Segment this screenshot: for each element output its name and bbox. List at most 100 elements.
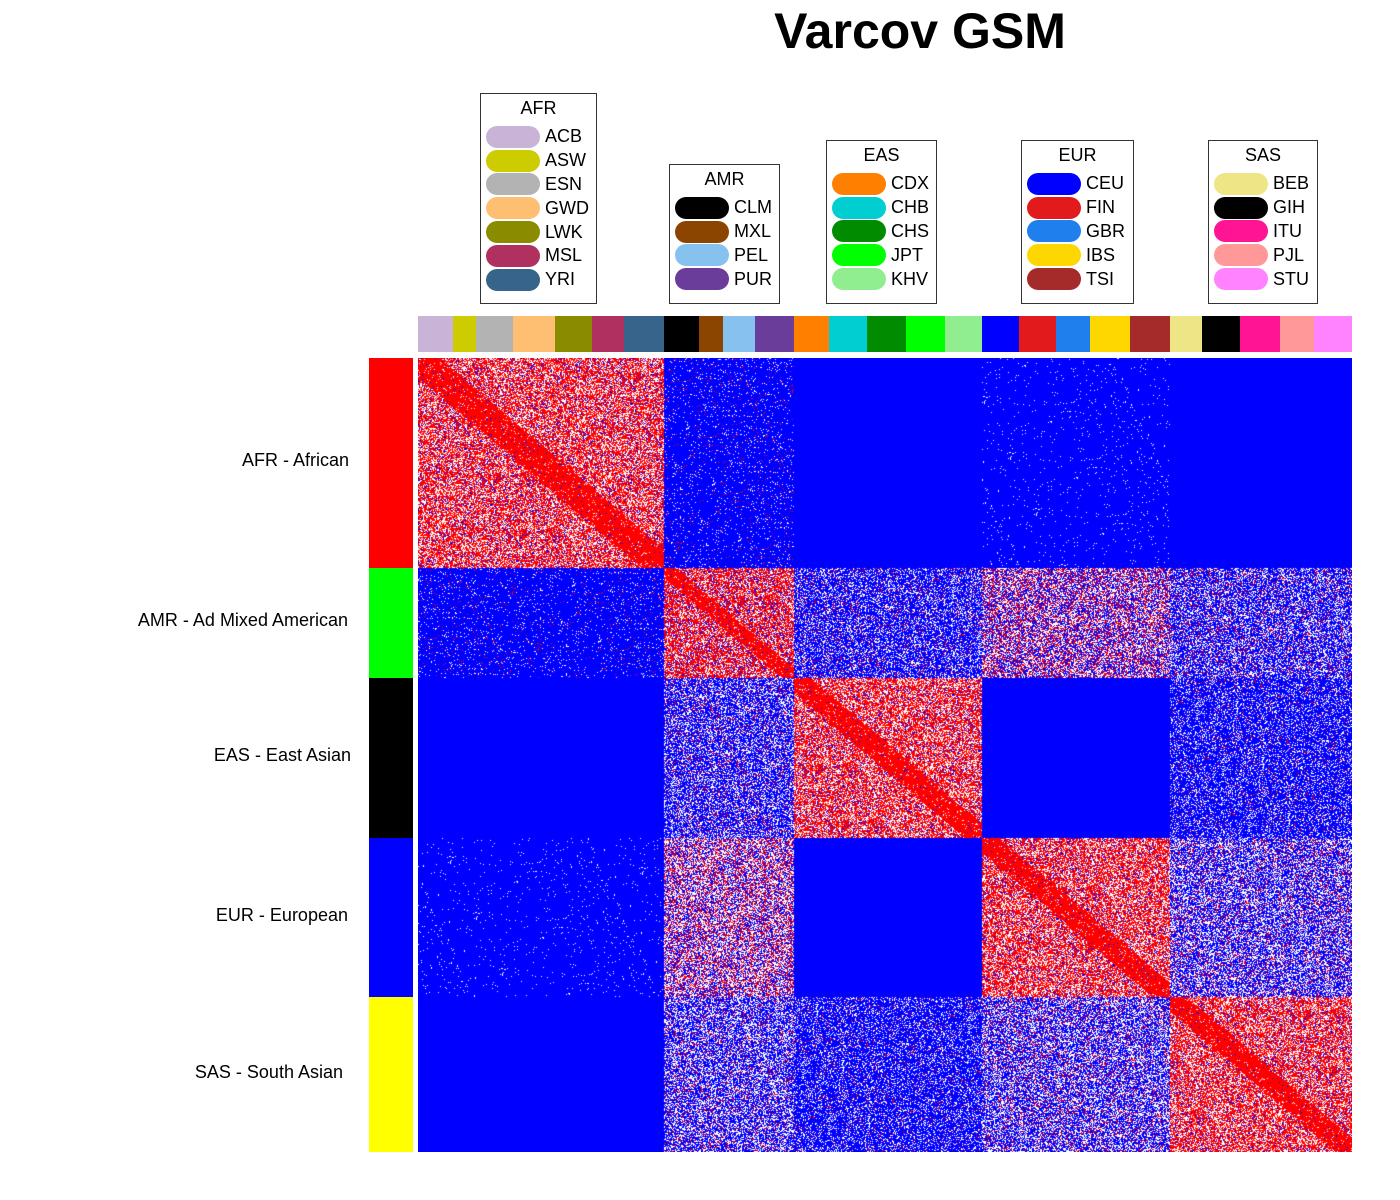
legend-label: CLM: [734, 197, 773, 218]
legend-label: PUR: [734, 268, 773, 289]
column-annotation-acb: [418, 316, 453, 352]
legend-title: SAS: [1244, 145, 1282, 165]
legend-swatch: [832, 244, 886, 267]
column-annotation-chb: [829, 316, 867, 352]
legend-label: MXL: [734, 221, 772, 242]
legend-item-stu: STU: [1209, 267, 1317, 291]
legend-title: AMR: [704, 169, 745, 189]
legend-item-jpt: JPT: [827, 243, 936, 267]
legend-label: ACB: [545, 126, 583, 147]
column-annotation-ibs: [1090, 316, 1130, 352]
legend-label: JPT: [891, 244, 924, 265]
legend-label: PJL: [1273, 244, 1305, 265]
row-annotation-eur: [369, 838, 413, 997]
legend-label: ITU: [1273, 220, 1302, 241]
column-annotation-beb: [1170, 316, 1202, 352]
column-annotation-clm: [664, 316, 699, 352]
legend-item-gbr: GBR: [1022, 220, 1133, 244]
row-annotation-eas: [369, 678, 413, 838]
legend-label: FIN: [1086, 197, 1115, 218]
legend-swatch: [832, 220, 886, 243]
row-label-sas: SAS - South Asian: [194, 1061, 343, 1082]
legend-label: PEL: [734, 244, 769, 265]
legend-item-lwk: LWK: [481, 220, 596, 244]
legend-swatch: [832, 196, 886, 219]
legend-label: CHB: [891, 197, 930, 218]
legend-eur: EUR CEU FIN GBR IBS TSI: [1021, 140, 1134, 304]
legend-label: ASW: [545, 150, 587, 171]
legend-item-asw: ASW: [481, 149, 596, 173]
column-annotation-cdx: [794, 316, 829, 352]
legend-label: MSL: [545, 245, 583, 266]
legend-sas: SAS BEB GIH ITU PJL STU: [1208, 140, 1318, 304]
legend-item-pjl: PJL: [1209, 243, 1317, 267]
legend-item-gwd: GWD: [481, 196, 596, 220]
legend-item-esn: ESN: [481, 173, 596, 197]
legend-item-fin: FIN: [1022, 196, 1133, 220]
legend-swatch: [1214, 244, 1268, 267]
column-annotation-pel: [723, 316, 755, 352]
legend-title: AFR: [520, 98, 557, 118]
column-annotation-tsi: [1130, 316, 1170, 352]
column-annotation-gih: [1202, 316, 1240, 352]
column-annotation-mxl: [699, 316, 723, 352]
legend-item-cdx: CDX: [827, 172, 936, 196]
legend-amr: AMR CLM MXL PEL PUR: [669, 164, 780, 304]
legend-label: GIH: [1273, 197, 1306, 218]
legend-title: EAS: [863, 145, 900, 165]
column-annotation-jpt: [906, 316, 945, 352]
column-annotation-chs: [867, 316, 906, 352]
legend-item-chb: CHB: [827, 196, 936, 220]
legend-label: YRI: [545, 269, 576, 290]
legend-swatch: [486, 149, 540, 172]
legend-swatch: [675, 220, 729, 243]
legend-item-chs: CHS: [827, 220, 936, 244]
legend-item-pur: PUR: [670, 267, 779, 291]
legend-item-msl: MSL: [481, 244, 596, 268]
legend-label: LWK: [545, 221, 583, 242]
legend-swatch: [1027, 268, 1081, 291]
legend-label: CEU: [1086, 173, 1125, 194]
legend-item-yri: YRI: [481, 268, 596, 292]
column-annotation-itu: [1240, 316, 1280, 352]
legend-swatch: [1027, 196, 1081, 219]
legend-swatch: [832, 268, 886, 291]
legend-swatch: [486, 125, 540, 148]
legend-item-ceu: CEU: [1022, 172, 1133, 196]
column-annotation-msl: [592, 316, 624, 352]
column-annotation-ceu: [982, 316, 1019, 352]
legend-swatch: [486, 221, 540, 244]
row-annotation-amr: [369, 568, 413, 678]
legend-swatch: [486, 173, 540, 196]
legend-label: IBS: [1086, 244, 1116, 265]
legend-label: BEB: [1273, 173, 1310, 194]
column-annotation-pjl: [1280, 316, 1314, 352]
column-annotation-gwd: [513, 316, 555, 352]
legend-swatch: [486, 268, 540, 291]
column-annotation-stu: [1314, 316, 1352, 352]
legend-item-mxl: MXL: [670, 220, 779, 244]
column-annotation-esn: [476, 316, 513, 352]
legend-label: GBR: [1086, 220, 1126, 241]
legend-afr: AFR ACB ASW ESN GWD LWK MSL YRI: [480, 93, 597, 304]
chart-title: Varcov GSM: [774, 3, 1066, 59]
column-annotation-lwk: [555, 316, 592, 352]
column-annotation-asw: [453, 316, 476, 352]
column-annotation-pur: [755, 316, 794, 352]
legend-title: EUR: [1058, 145, 1097, 165]
legend-eas: EAS CDX CHB CHS JPT KHV: [826, 140, 937, 304]
legend-label: GWD: [545, 197, 589, 218]
legend-swatch: [1027, 244, 1081, 267]
legend-item-beb: BEB: [1209, 172, 1317, 196]
legend-label: KHV: [891, 268, 929, 289]
row-annotation-afr: [369, 358, 413, 568]
legend-item-gih: GIH: [1209, 196, 1317, 220]
legend-swatch: [486, 244, 540, 267]
row-label-eas: EAS - East Asian: [213, 745, 351, 765]
row-label-amr: AMR - Ad Mixed American: [137, 610, 348, 630]
legend-swatch: [832, 172, 886, 195]
legend-swatch: [675, 196, 729, 219]
legend-item-ibs: IBS: [1022, 243, 1133, 267]
row-annotation-sas: [369, 997, 413, 1152]
